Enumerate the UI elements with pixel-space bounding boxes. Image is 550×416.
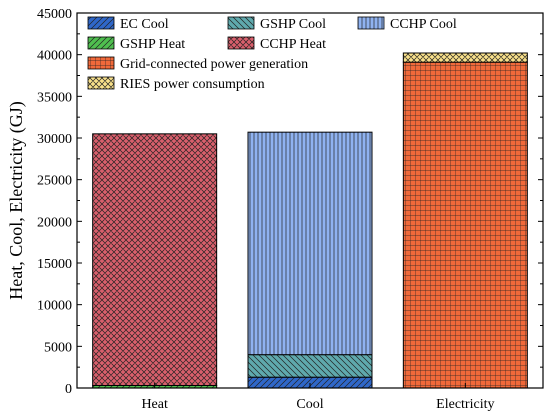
legend-swatch: [87, 16, 115, 30]
x-axis: Heat Cool Electricity: [141, 383, 494, 412]
legend-label: GSHP Heat: [120, 37, 185, 52]
legend-swatch: [87, 56, 115, 70]
legend-item-ec-cool: EC Cool: [87, 16, 169, 32]
legend-swatch: [227, 16, 255, 30]
legend-item-cchp-heat: CCHP Heat: [227, 36, 326, 52]
legend-label: GSHP Cool: [260, 17, 326, 32]
y-tick-label: 40000: [37, 49, 72, 64]
legend-label: RIES power consumption: [120, 77, 265, 92]
y-tick-label: 10000: [37, 299, 72, 314]
legend-label: Grid-connected power generation: [120, 57, 308, 72]
y-axis-title: Heat, Cool, Electricity (GJ): [6, 101, 27, 299]
legend-item-ries-power-consumption: RIES power consumption: [87, 76, 265, 92]
bar-electricity-grid-connected-power-generation: [402, 61, 528, 389]
y-tick-label: 45000: [37, 7, 72, 22]
bar-cool-cchp-cool: [247, 131, 373, 356]
y-axis: 0 5000 10000 15000 20000 25000 30000 35000 40000…: [37, 7, 543, 397]
legend-swatch: [87, 76, 115, 90]
y-tick-label: 15000: [37, 257, 72, 272]
legend-label: CCHP Heat: [260, 37, 326, 52]
y-tick-label: 30000: [37, 132, 72, 147]
legend: EC Cool GSHP Cool CCHP Cool GSHP Heat CCHP H…: [87, 16, 457, 92]
bars-layer: [92, 52, 528, 389]
legend-item-gshp-heat: GSHP Heat: [87, 36, 185, 52]
y-tick-label: 20000: [37, 215, 72, 230]
bar-electricity-ries-power-consumption: [402, 52, 528, 63]
legend-swatch: [227, 36, 255, 50]
legend-swatch: [357, 16, 385, 30]
bar-heat-cchp-heat: [92, 133, 218, 386]
y-tick-label: 35000: [37, 90, 72, 105]
y-tick-label: 5000: [44, 340, 72, 355]
legend-item-cchp-cool: CCHP Cool: [357, 16, 457, 32]
legend-item-gshp-cool: GSHP Cool: [227, 16, 326, 32]
legend-label: CCHP Cool: [390, 17, 457, 32]
y-tick-label: 0: [65, 382, 72, 397]
legend-item-grid-connected-power-generation: Grid-connected power generation: [87, 56, 308, 72]
legend-label: EC Cool: [120, 17, 169, 32]
x-tick-label-cool: Cool: [296, 397, 323, 412]
y-tick-label: 25000: [37, 174, 72, 189]
legend-swatch: [87, 36, 115, 50]
x-tick-label-electricity: Electricity: [436, 397, 494, 412]
bar-cool-gshp-cool: [247, 354, 373, 378]
x-tick-label-heat: Heat: [141, 397, 168, 412]
